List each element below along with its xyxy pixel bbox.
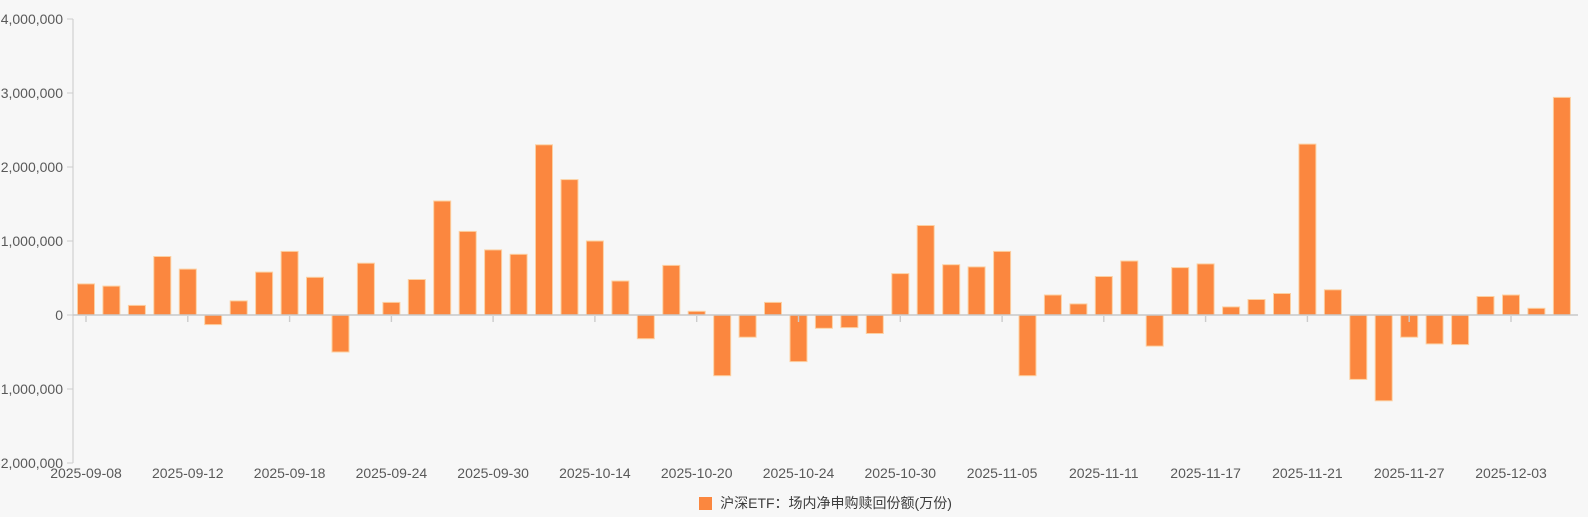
x-axis-label: 2025-10-14 [559,465,631,481]
bar[interactable] [1476,296,1495,316]
bar[interactable] [1018,314,1037,377]
x-axis-label: 2025-10-24 [763,465,835,481]
x-axis-label: 2025-12-03 [1475,465,1547,481]
legend-label: 沪深ETF：场内净申购赎回份额(万份) [720,495,952,511]
bar[interactable] [356,262,375,316]
bar[interactable] [1171,267,1190,316]
bar[interactable] [77,283,95,316]
bar[interactable] [306,276,324,316]
x-axis-label: 2025-09-12 [152,465,224,481]
legend-item[interactable]: 沪深ETF：场内净申购赎回份额(万份) [73,494,1578,512]
bar[interactable] [662,264,681,316]
bar[interactable] [1502,294,1520,316]
bar[interactable] [1120,260,1139,316]
x-axis-label: 2025-11-05 [967,465,1038,481]
x-axis-label: 2025-09-08 [50,465,122,481]
bar[interactable] [1552,96,1571,316]
x-axis-label: 2025-11-21 [1272,465,1343,481]
y-axis-label: 2,000,000 [1,159,63,175]
bar[interactable] [865,314,884,334]
bar[interactable] [1222,306,1241,316]
bar[interactable] [840,314,859,329]
y-axis-label: -2,000,000 [0,455,63,471]
bar[interactable] [1196,263,1215,316]
bar[interactable] [178,268,197,316]
bar[interactable] [1374,314,1393,402]
x-axis-label: 2025-10-20 [661,465,733,481]
bar[interactable] [738,314,757,338]
y-axis-label: 4,000,000 [1,11,63,27]
bar[interactable] [1451,314,1470,346]
bar[interactable] [1094,276,1113,316]
bar[interactable] [1145,314,1164,347]
bar[interactable] [229,300,248,316]
bar[interactable] [764,301,782,316]
bar[interactable] [585,240,604,316]
bar[interactable] [611,280,630,316]
x-axis-label: 2025-11-17 [1170,465,1241,481]
x-axis-label: 2025-11-27 [1374,465,1445,481]
bar[interactable] [484,249,503,316]
bar[interactable] [153,256,172,316]
bar[interactable] [916,225,935,316]
bar[interactable] [993,250,1012,316]
bar[interactable] [967,266,986,316]
x-axis-label: 2025-10-30 [864,465,936,481]
bar[interactable] [1425,314,1444,345]
bar[interactable] [458,230,477,316]
y-axis-label: -1,000,000 [0,381,63,397]
bar[interactable] [636,314,655,340]
bar[interactable] [1323,289,1342,316]
bar[interactable] [713,314,732,377]
bar[interactable] [280,250,299,316]
bar[interactable] [535,144,553,316]
bar[interactable] [891,273,910,316]
y-axis-label: 0 [55,307,63,323]
bar[interactable] [407,279,426,316]
bar[interactable] [560,179,579,316]
bar[interactable] [814,314,833,329]
bar[interactable] [1527,307,1546,316]
bar[interactable] [1273,293,1291,316]
x-axis-label: 2025-09-18 [254,465,326,481]
x-axis-label: 2025-09-24 [356,465,428,481]
bar[interactable] [1069,303,1088,316]
y-axis-label: 1,000,000 [1,233,63,249]
bar[interactable] [942,264,961,316]
bar[interactable] [382,301,401,316]
x-axis-label: 2025-09-30 [457,465,529,481]
legend-color-swatch-icon [699,496,713,510]
bar[interactable] [1247,299,1266,316]
bar[interactable] [509,253,528,316]
bar[interactable] [1298,143,1317,316]
bar[interactable] [127,304,146,316]
bar[interactable] [102,285,121,316]
bar[interactable] [331,314,350,353]
bar[interactable] [204,314,223,326]
x-axis-label: 2025-11-11 [1069,465,1139,481]
bar[interactable] [255,271,274,316]
bar[interactable] [433,200,452,316]
y-axis-label: 3,000,000 [1,85,63,101]
bar[interactable] [1043,294,1062,316]
bar[interactable] [1349,314,1368,380]
